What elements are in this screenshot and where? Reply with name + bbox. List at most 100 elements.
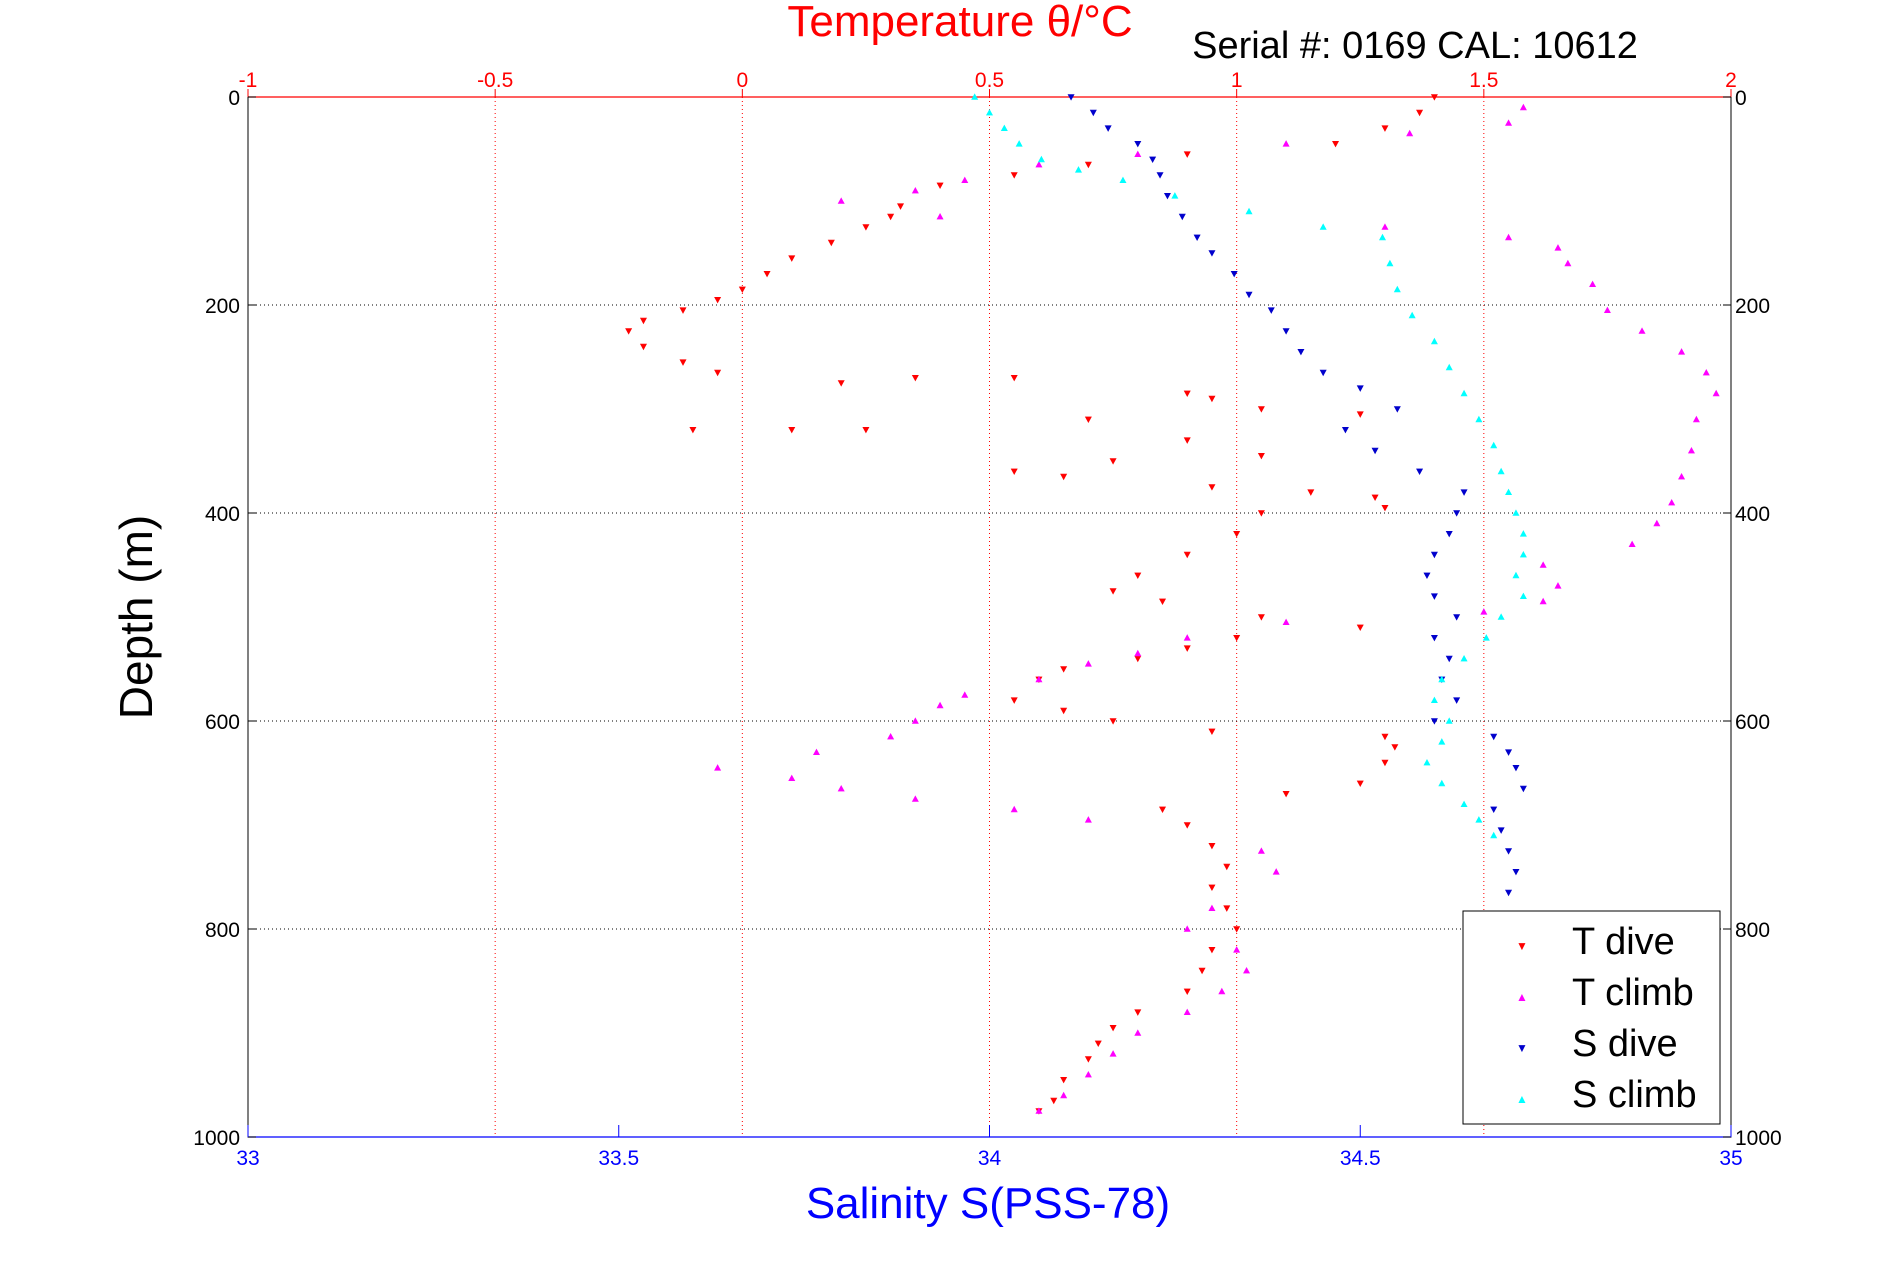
data-point <box>714 764 722 771</box>
data-point <box>1297 348 1305 356</box>
data-point <box>1381 223 1389 230</box>
legend-label-s-climb: S climb <box>1572 1074 1697 1116</box>
data-point <box>1163 193 1171 200</box>
data-point <box>1386 259 1394 267</box>
data-point <box>1438 738 1446 745</box>
data-point <box>1589 280 1597 288</box>
depth-tick-label-right: 400 <box>1735 503 1770 526</box>
data-point <box>1233 530 1241 538</box>
data-point <box>887 732 895 740</box>
data-point <box>862 426 870 434</box>
legend-marker-t-dive: ▼ <box>1516 939 1528 953</box>
data-point <box>1519 592 1527 600</box>
data-point <box>1010 172 1018 179</box>
data-point <box>1015 140 1023 147</box>
data-point <box>1603 306 1611 314</box>
series-layer <box>625 93 1720 1115</box>
data-point <box>1245 207 1253 215</box>
data-point <box>911 717 919 724</box>
data-point <box>1208 884 1216 892</box>
legend-label-s-dive: S dive <box>1572 1023 1678 1065</box>
data-point <box>689 426 697 434</box>
legend: ▼ T dive ▲ T climb ▼ S dive ▲ S climb <box>1462 910 1721 1125</box>
data-point <box>1084 161 1092 169</box>
data-point <box>1430 718 1438 725</box>
data-point <box>1183 151 1191 158</box>
data-point <box>1438 675 1446 683</box>
data-point <box>1554 582 1562 589</box>
data-point <box>1245 291 1253 299</box>
data-point <box>1687 446 1695 454</box>
data-point <box>1208 728 1216 736</box>
data-point <box>1341 426 1349 434</box>
data-point <box>1512 868 1520 876</box>
data-point <box>862 224 870 231</box>
data-point <box>639 317 647 325</box>
data-point <box>1653 519 1661 527</box>
data-point <box>1074 166 1082 173</box>
data-point <box>1159 806 1167 814</box>
data-point <box>1505 488 1513 496</box>
data-point <box>714 296 722 304</box>
data-point <box>1282 328 1290 335</box>
data-point <box>1134 649 1142 657</box>
data-point <box>1104 125 1112 132</box>
data-point <box>1371 447 1379 455</box>
chart-subtitle: Serial #: 0169 CAL: 10612 <box>1192 25 1638 67</box>
data-point <box>763 270 771 278</box>
data-point <box>1084 1070 1092 1078</box>
data-point <box>1183 1008 1191 1016</box>
data-point <box>788 774 796 782</box>
data-point <box>1282 790 1290 798</box>
data-point <box>1183 925 1191 932</box>
data-point <box>1356 411 1364 418</box>
data-point <box>1460 800 1468 808</box>
data-point <box>1460 489 1468 496</box>
data-point <box>1438 779 1446 787</box>
data-point <box>1430 593 1438 600</box>
data-point <box>1453 697 1461 704</box>
data-point <box>1178 213 1186 221</box>
data-point <box>1490 441 1498 449</box>
legend-marker-t-climb: ▲ <box>1516 990 1528 1004</box>
data-point <box>1282 618 1290 626</box>
data-point <box>1208 250 1216 257</box>
data-point <box>1497 467 1505 475</box>
data-point <box>1678 348 1686 355</box>
depth-tick-label-right: 600 <box>1735 711 1770 734</box>
data-point <box>1519 550 1527 558</box>
legend-marker-s-climb: ▲ <box>1516 1092 1528 1106</box>
data-point <box>1171 192 1179 199</box>
temperature-tick-label: 2 <box>1725 69 1737 92</box>
data-point <box>1416 468 1424 476</box>
data-point <box>714 369 722 377</box>
series-s-climb <box>971 93 1527 839</box>
data-point <box>1035 1107 1043 1114</box>
data-point <box>1084 660 1092 667</box>
data-point <box>1505 119 1513 126</box>
data-point <box>1539 561 1547 568</box>
salinity-tick-label: 34 <box>978 1147 1002 1170</box>
depth-tick-label-left: 600 <box>205 711 240 734</box>
data-point <box>1243 966 1251 974</box>
data-point <box>1010 697 1018 704</box>
data-point <box>1035 675 1043 683</box>
data-point <box>1519 103 1527 111</box>
data-point <box>1381 125 1389 132</box>
data-point <box>1233 926 1241 933</box>
data-point <box>1183 551 1191 559</box>
data-point <box>911 374 919 382</box>
data-point <box>1692 415 1700 423</box>
data-point <box>1257 510 1265 517</box>
data-point <box>1183 822 1191 829</box>
data-point <box>887 213 895 221</box>
data-point <box>1430 696 1438 704</box>
data-point <box>679 359 687 366</box>
data-point <box>1371 494 1379 502</box>
salinity-axis-label: Salinity S(PSS-78) <box>806 1179 1170 1228</box>
data-point <box>1109 458 1117 465</box>
data-point <box>1460 389 1468 397</box>
data-point <box>1050 1097 1058 1105</box>
data-point <box>1445 717 1453 724</box>
